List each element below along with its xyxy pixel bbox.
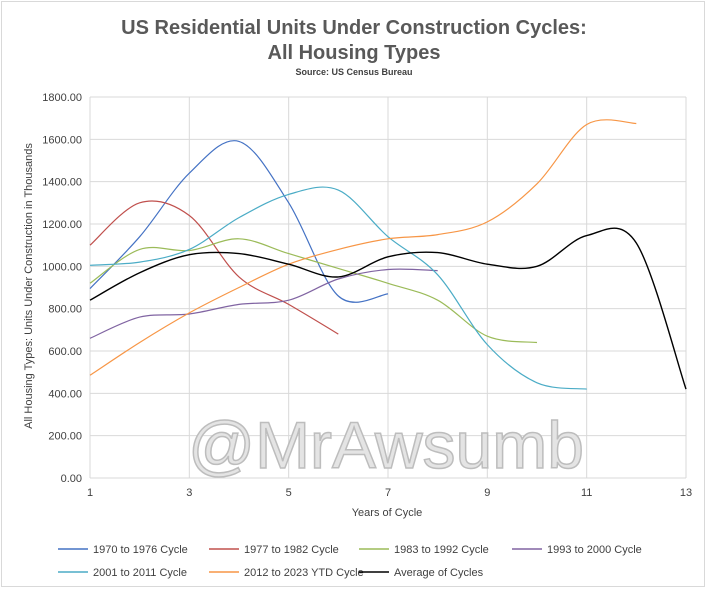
y-axis-title: All Housing Types: Units Under Construct… xyxy=(23,143,35,429)
series-line-3 xyxy=(89,238,538,344)
y-tick-label: 1600.00 xyxy=(42,134,82,146)
watermark-text: @MrAwsumb xyxy=(188,408,584,482)
legend-label: Average of Cycles xyxy=(394,567,484,579)
gridlines xyxy=(89,96,687,479)
legend-label: 1983 to 1992 Cycle xyxy=(394,544,489,556)
series-line-6 xyxy=(89,119,637,376)
series-lines xyxy=(89,119,687,390)
series-line-2 xyxy=(89,200,339,335)
y-tick-label: 200.00 xyxy=(48,431,82,443)
series-line-5 xyxy=(89,186,587,390)
series-line-1 xyxy=(89,140,389,303)
axes: 0.00 200.00 400.00 600.00 800.00 1000.00 1200.… xyxy=(42,92,692,499)
y-tick-label: 1200.00 xyxy=(42,219,82,231)
legend-label: 1993 to 2000 Cycle xyxy=(547,544,642,556)
y-tick-label: 800.00 xyxy=(48,304,82,316)
chart-title-line2: All Housing Types xyxy=(268,42,441,64)
legend-label: 2012 to 2023 YTD Cycle xyxy=(244,567,364,579)
legend-label: 1977 to 1982 Cycle xyxy=(244,544,339,556)
chart-title-line1: US Residential Units Under Construction … xyxy=(121,17,587,39)
y-tick-label: 1400.00 xyxy=(42,177,82,189)
series-line-4 xyxy=(89,268,438,339)
legend: 1970 to 1976 Cycle 1977 to 1982 Cycle 1983… xyxy=(58,544,642,579)
x-tick-label: 5 xyxy=(286,487,292,499)
x-axis-title: Years of Cycle xyxy=(352,507,423,519)
y-tick-label: 1800.00 xyxy=(42,92,82,104)
x-tick-label: 3 xyxy=(186,487,192,499)
x-tick-label: 9 xyxy=(484,487,490,499)
x-tick-label: 11 xyxy=(581,487,592,499)
x-tick-label: 1 xyxy=(87,487,93,499)
y-tick-label: 0.00 xyxy=(61,473,82,485)
y-tick-label: 400.00 xyxy=(48,388,82,400)
series-line-7 xyxy=(89,227,687,390)
x-tick-label: 7 xyxy=(385,487,391,499)
y-tick-label: 600.00 xyxy=(48,346,82,358)
x-tick-label: 13 xyxy=(680,487,692,499)
legend-label: 2001 to 2011 Cycle xyxy=(93,567,187,579)
chart-subtitle: Source: US Census Bureau xyxy=(295,67,412,77)
legend-label: 1970 to 1976 Cycle xyxy=(93,544,188,556)
y-tick-label: 1000.00 xyxy=(42,261,82,273)
